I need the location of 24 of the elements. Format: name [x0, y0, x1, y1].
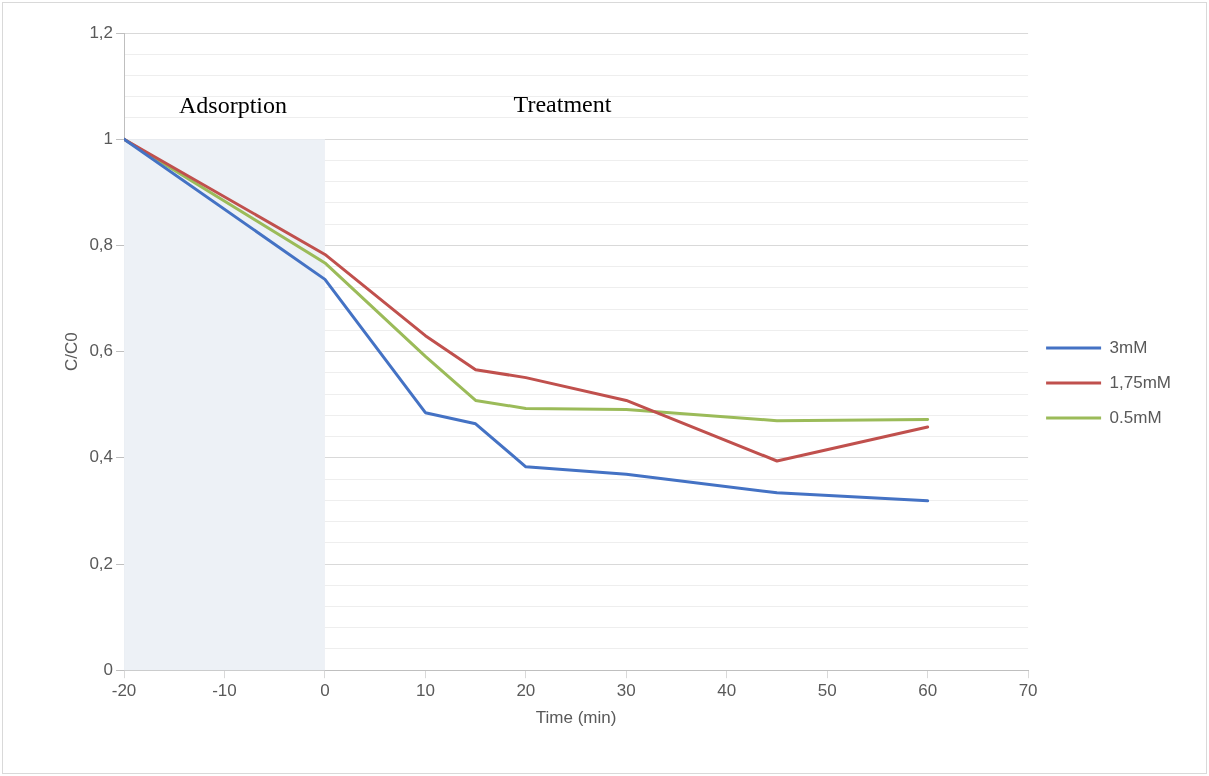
x-axis-title: Time (min): [535, 708, 617, 728]
y-tick-label: 0,4: [89, 447, 114, 467]
x-tick-label: 30: [616, 681, 636, 701]
annotation: Treatment: [513, 91, 612, 118]
legend-label: 1,75mM: [1109, 372, 1172, 392]
y-axis-title: C/C0: [61, 332, 81, 371]
y-tick-label: 0,6: [89, 341, 114, 361]
legend-label: 3mM: [1109, 337, 1148, 357]
x-tick-label: -20: [111, 681, 137, 701]
x-tick-label: 70: [1018, 681, 1038, 701]
x-tick-label: 60: [918, 681, 938, 701]
legend-label: 0.5mM: [1109, 407, 1162, 427]
band-label: Adsorption: [179, 92, 288, 119]
x-tick-label: 10: [415, 681, 435, 701]
y-tick-label: 1: [103, 128, 114, 148]
y-tick-label: 0,2: [89, 553, 114, 573]
x-tick-label: 0: [320, 681, 330, 701]
x-tick-label: 50: [817, 681, 837, 701]
x-tick-label: 40: [717, 681, 737, 701]
x-tick-label: -10: [212, 681, 237, 701]
x-tick-label: 20: [516, 681, 536, 701]
y-tick-label: 0: [103, 659, 114, 679]
y-tick-label: 1,2: [89, 22, 114, 42]
y-tick-label: 0,8: [89, 235, 114, 255]
